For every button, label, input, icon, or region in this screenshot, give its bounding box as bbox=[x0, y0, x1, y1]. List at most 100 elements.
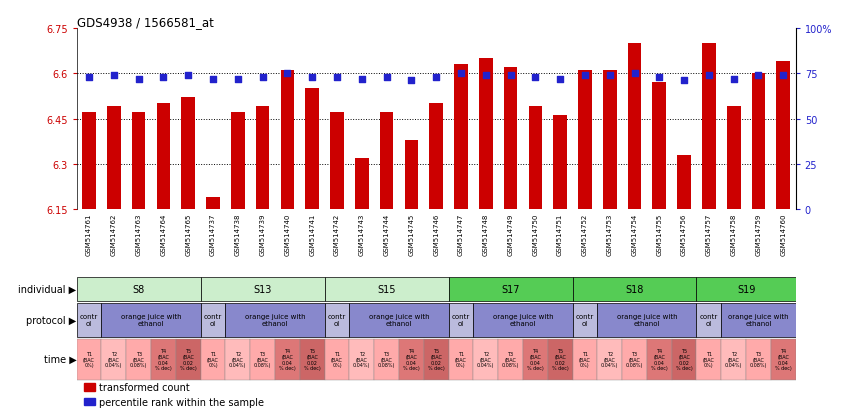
Text: orange juice with
ethanol: orange juice with ethanol bbox=[728, 313, 789, 327]
Text: GSM514742: GSM514742 bbox=[334, 213, 340, 255]
Text: GSM514743: GSM514743 bbox=[359, 213, 365, 255]
Bar bbox=[573, 339, 597, 380]
Text: T5
(BAC
0.02
% dec): T5 (BAC 0.02 % dec) bbox=[551, 348, 568, 370]
Point bbox=[479, 73, 493, 79]
Text: T1
(BAC
0%): T1 (BAC 0%) bbox=[455, 351, 467, 368]
Point bbox=[430, 74, 443, 81]
Point bbox=[454, 71, 468, 77]
Text: S18: S18 bbox=[625, 284, 643, 294]
Point bbox=[281, 71, 294, 77]
Bar bbox=[77, 339, 101, 380]
Text: T1
(BAC
0%): T1 (BAC 0%) bbox=[207, 351, 219, 368]
Bar bbox=[84, 398, 95, 406]
Text: transformed count: transformed count bbox=[99, 382, 190, 392]
Bar bbox=[696, 303, 722, 337]
Text: GSM514737: GSM514737 bbox=[210, 213, 216, 255]
Text: orange juice with
ethanol: orange juice with ethanol bbox=[493, 313, 553, 327]
Point bbox=[751, 73, 765, 79]
Text: GSM514749: GSM514749 bbox=[507, 213, 513, 255]
Text: T2
(BAC
0.04%): T2 (BAC 0.04%) bbox=[229, 351, 247, 368]
Text: T1
(BAC
0%): T1 (BAC 0%) bbox=[331, 351, 343, 368]
Text: T2
(BAC
0.04%): T2 (BAC 0.04%) bbox=[353, 351, 370, 368]
Text: T4
(BAC
0.04
% dec): T4 (BAC 0.04 % dec) bbox=[155, 348, 172, 370]
Bar bbox=[573, 278, 696, 301]
Text: time ▶: time ▶ bbox=[44, 354, 77, 364]
Bar bbox=[176, 339, 201, 380]
Bar bbox=[275, 339, 300, 380]
Bar bbox=[300, 339, 324, 380]
Bar bbox=[473, 339, 498, 380]
Bar bbox=[101, 303, 201, 337]
Text: GSM514739: GSM514739 bbox=[260, 213, 266, 255]
Point bbox=[306, 74, 319, 81]
Text: T2
(BAC
0.04%): T2 (BAC 0.04%) bbox=[105, 351, 123, 368]
Text: T4
(BAC
0.04
% dec): T4 (BAC 0.04 % dec) bbox=[279, 348, 296, 370]
Text: GSM514762: GSM514762 bbox=[111, 213, 117, 255]
Bar bbox=[226, 339, 250, 380]
Bar bbox=[696, 339, 722, 380]
Bar bbox=[448, 303, 473, 337]
Bar bbox=[597, 339, 622, 380]
Text: GSM514740: GSM514740 bbox=[284, 213, 290, 255]
Bar bbox=[603, 71, 616, 209]
Text: GSM514752: GSM514752 bbox=[582, 213, 588, 255]
Bar bbox=[404, 140, 418, 209]
Point bbox=[603, 73, 616, 79]
Text: T2
(BAC
0.04%): T2 (BAC 0.04%) bbox=[477, 351, 494, 368]
Bar bbox=[355, 158, 368, 209]
Text: GSM514765: GSM514765 bbox=[186, 213, 191, 255]
Bar bbox=[181, 98, 195, 209]
Point bbox=[256, 74, 270, 81]
Text: T5
(BAC
0.02
% dec): T5 (BAC 0.02 % dec) bbox=[180, 348, 197, 370]
Bar bbox=[628, 44, 642, 209]
Text: orange juice with
ethanol: orange juice with ethanol bbox=[368, 313, 429, 327]
Bar bbox=[132, 113, 146, 209]
Text: GSM514757: GSM514757 bbox=[705, 213, 712, 255]
Text: T3
(BAC
0.08%): T3 (BAC 0.08%) bbox=[254, 351, 271, 368]
Bar bbox=[281, 71, 294, 209]
Text: T4
(BAC
0.04
% dec): T4 (BAC 0.04 % dec) bbox=[527, 348, 544, 370]
Bar bbox=[250, 339, 275, 380]
Point bbox=[83, 74, 96, 81]
Bar bbox=[83, 113, 96, 209]
Bar bbox=[350, 339, 374, 380]
Text: T1
(BAC
0%): T1 (BAC 0%) bbox=[83, 351, 95, 368]
Bar bbox=[573, 303, 597, 337]
Bar bbox=[454, 65, 468, 209]
Text: S15: S15 bbox=[377, 284, 396, 294]
Text: contr
ol: contr ol bbox=[80, 313, 98, 327]
Point bbox=[231, 76, 244, 83]
Point bbox=[677, 78, 691, 85]
Bar bbox=[157, 104, 170, 209]
Text: T3
(BAC
0.08%): T3 (BAC 0.08%) bbox=[750, 351, 768, 368]
Point bbox=[355, 76, 368, 83]
Bar bbox=[77, 303, 101, 337]
Bar bbox=[746, 339, 771, 380]
Text: GSM514748: GSM514748 bbox=[483, 213, 488, 255]
Bar bbox=[350, 303, 448, 337]
Bar bbox=[77, 278, 201, 301]
Bar bbox=[380, 113, 393, 209]
Bar bbox=[622, 339, 647, 380]
Bar bbox=[548, 339, 573, 380]
Point bbox=[107, 73, 121, 79]
Text: T1
(BAC
0%): T1 (BAC 0%) bbox=[703, 351, 715, 368]
Point bbox=[504, 73, 517, 79]
Point bbox=[553, 76, 567, 83]
Text: T4
(BAC
0.04
% dec): T4 (BAC 0.04 % dec) bbox=[403, 348, 420, 370]
Bar bbox=[578, 71, 591, 209]
Bar bbox=[330, 113, 344, 209]
Text: protocol ▶: protocol ▶ bbox=[26, 315, 77, 325]
Bar bbox=[324, 278, 448, 301]
Text: percentile rank within the sample: percentile rank within the sample bbox=[99, 396, 264, 406]
Text: GSM514758: GSM514758 bbox=[731, 213, 737, 255]
Point bbox=[628, 71, 642, 77]
Text: T3
(BAC
0.08%): T3 (BAC 0.08%) bbox=[130, 351, 147, 368]
Text: T5
(BAC
0.02
% dec): T5 (BAC 0.02 % dec) bbox=[304, 348, 321, 370]
Bar bbox=[84, 383, 95, 391]
Point bbox=[528, 74, 542, 81]
Text: GSM514741: GSM514741 bbox=[309, 213, 315, 255]
Text: T2
(BAC
0.04%): T2 (BAC 0.04%) bbox=[601, 351, 619, 368]
Text: GSM514755: GSM514755 bbox=[656, 213, 662, 255]
Text: S19: S19 bbox=[737, 284, 756, 294]
